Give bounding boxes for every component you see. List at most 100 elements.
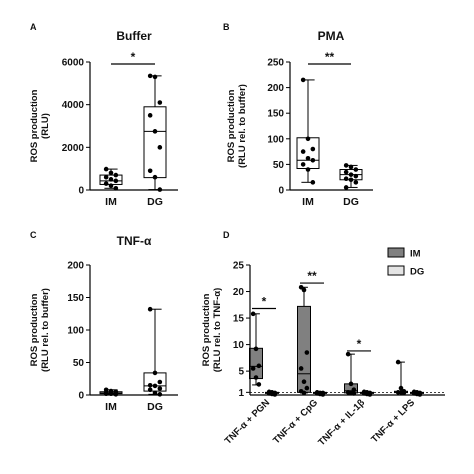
chart-title: TNF-α: [117, 234, 152, 248]
x-category-label: TNF-α + IL-1β: [316, 397, 367, 448]
y-tick-label: 100: [267, 134, 284, 145]
y-axis-label: ROS production: [226, 89, 237, 162]
data-point: [108, 177, 114, 182]
x-category-label: TNF-α + PGN: [223, 397, 273, 447]
y-tick-label: 100: [67, 326, 84, 337]
data-point: [343, 185, 349, 190]
data-point: [256, 363, 262, 369]
chart-title: Buffer: [116, 29, 152, 43]
data-point: [103, 181, 109, 186]
y-tick-label: 150: [67, 293, 84, 304]
data-point: [152, 174, 158, 180]
box-im: [249, 347, 263, 380]
y-tick-label: 0: [78, 186, 84, 197]
data-point: [351, 387, 357, 392]
y-tick-label: 0: [78, 391, 84, 402]
data-point: [250, 366, 256, 371]
x-category-label: IM: [105, 401, 117, 413]
y-tick-label: 0: [278, 186, 284, 197]
y-tick-label: 4000: [62, 100, 85, 111]
data-point: [250, 311, 256, 317]
x-category-label: TNF-α + CpG: [271, 397, 320, 446]
data-point: [301, 379, 307, 385]
legend-swatch: [387, 247, 405, 258]
data-point: [301, 287, 307, 293]
y-axis-label: (RLU rel. to buffer): [40, 288, 51, 372]
data-point: [152, 370, 158, 376]
y-axis-label: (RLU rel. to buffer): [237, 84, 248, 168]
data-point: [157, 145, 163, 150]
data-point: [300, 162, 306, 167]
data-point: [147, 306, 153, 312]
data-point: [253, 346, 259, 352]
data-point: [304, 350, 310, 355]
data-point: [152, 390, 158, 396]
box-dg: [143, 106, 167, 179]
y-tick-label: 200: [67, 261, 84, 272]
data-point: [157, 379, 163, 385]
chart-panel-b: B PMA ROS production (RLU rel. to buffer) IM…: [223, 22, 373, 208]
chart-panel-c: C TNF-α ROS production (RLU rel. to buffer)…: [29, 230, 178, 413]
chart-title: PMA: [318, 29, 345, 43]
data-point: [152, 383, 158, 389]
significance-label: *: [262, 295, 267, 309]
data-point: [157, 100, 163, 105]
data-point: [147, 382, 153, 388]
data-point: [152, 74, 158, 80]
data-point: [113, 172, 119, 178]
y-tick-label: 6000: [62, 58, 85, 69]
data-point: [301, 390, 307, 396]
data-point: [398, 385, 404, 391]
data-point: [305, 136, 311, 142]
y-axis-label: ROS production: [29, 89, 40, 162]
x-category-label: DG: [147, 196, 163, 208]
data-point: [348, 177, 354, 183]
data-point: [343, 163, 349, 168]
data-point: [300, 149, 306, 154]
data-point: [305, 155, 311, 161]
data-point: [108, 183, 114, 189]
x-category-label: DG: [147, 401, 163, 413]
data-point: [147, 387, 153, 393]
data-point: [147, 73, 153, 79]
box-im: [296, 137, 320, 169]
panel-label: A: [30, 22, 37, 32]
data-point: [345, 351, 351, 357]
y-axis-label: ROS production: [29, 293, 40, 366]
y-axis-label: (RLU rel. to TNF-α): [212, 288, 223, 372]
y-tick-label: 1: [238, 388, 244, 399]
data-point: [298, 366, 304, 371]
y-tick-label: 15: [233, 314, 245, 325]
data-point: [310, 180, 316, 185]
data-point: [353, 173, 359, 179]
y-tick-label: 250: [267, 58, 284, 69]
y-tick-label: 25: [233, 261, 245, 272]
y-axis-label: ROS production: [201, 293, 212, 366]
significance-label: *: [357, 337, 362, 351]
y-tick-label: 50: [73, 358, 85, 369]
significance-label: **: [325, 50, 335, 64]
data-point: [310, 146, 316, 152]
data-point: [343, 176, 349, 182]
data-point: [147, 113, 153, 118]
data-point: [113, 178, 119, 184]
panel-label: C: [30, 230, 37, 240]
y-tick-label: 10: [233, 340, 245, 351]
x-category-label: IM: [105, 196, 117, 208]
data-point: [348, 381, 354, 387]
y-tick-label: 2000: [62, 143, 85, 154]
legend-swatch: [387, 265, 405, 276]
chart-panel-a: A Buffer ROS production (RLU) IM DG 0 2000 4000 6…: [29, 22, 178, 208]
data-point: [108, 170, 114, 176]
box-dg: [143, 372, 167, 392]
panel-label: D: [223, 230, 230, 240]
y-axis-label: (RLU): [40, 113, 51, 139]
x-category-label: DG: [343, 196, 359, 208]
data-point: [305, 167, 311, 172]
data-point: [348, 164, 354, 170]
significance-label: **: [307, 269, 317, 283]
data-point: [401, 390, 407, 396]
data-point: [157, 392, 163, 397]
y-tick-label: 5: [238, 367, 244, 378]
y-tick-label: 150: [267, 109, 284, 120]
